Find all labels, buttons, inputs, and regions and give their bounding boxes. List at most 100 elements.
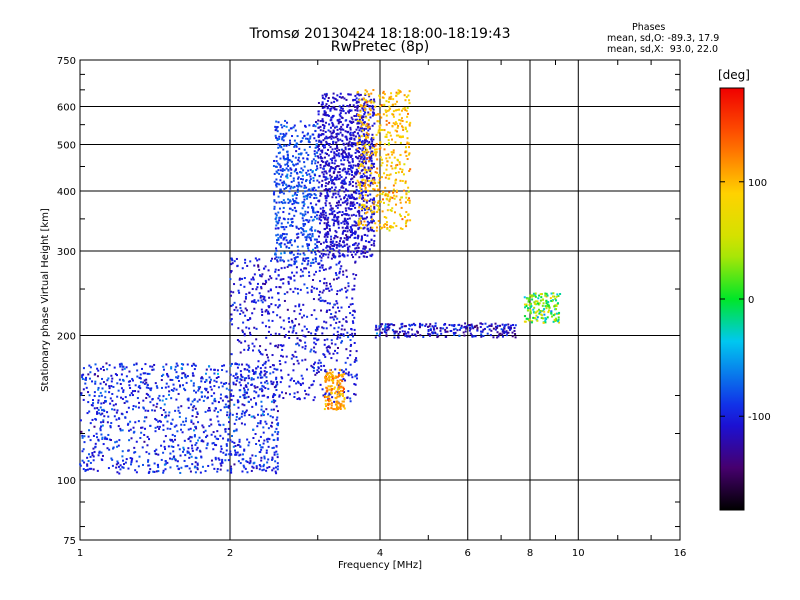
data-point: [331, 123, 334, 126]
data-point: [341, 134, 344, 137]
data-point: [362, 143, 365, 146]
data-point: [308, 173, 311, 176]
data-point: [324, 95, 327, 98]
data-point: [325, 94, 328, 97]
data-point: [350, 328, 353, 331]
data-point: [187, 406, 190, 409]
data-point: [318, 181, 321, 184]
data-point: [302, 224, 305, 227]
data-point: [257, 264, 260, 267]
data-point: [239, 351, 242, 354]
data-point: [374, 152, 377, 155]
data-point: [513, 329, 516, 332]
data-point: [330, 179, 333, 182]
data-point: [190, 379, 193, 382]
data-point: [450, 324, 453, 327]
data-point: [323, 396, 326, 399]
data-point: [261, 310, 264, 313]
data-point: [533, 311, 536, 314]
data-point: [239, 312, 242, 315]
data-point: [122, 466, 125, 469]
data-point: [136, 375, 139, 378]
data-point: [383, 172, 386, 175]
data-point: [329, 376, 332, 379]
data-point: [283, 228, 286, 231]
data-point: [317, 230, 320, 233]
data-point: [264, 299, 267, 302]
data-point: [160, 458, 163, 461]
data-point: [191, 463, 194, 466]
data-point: [479, 326, 482, 329]
data-point: [390, 209, 393, 212]
data-point: [341, 128, 344, 131]
data-point: [228, 453, 231, 456]
data-point: [291, 203, 294, 206]
data-point: [255, 327, 258, 330]
data-point: [347, 152, 350, 155]
data-point: [194, 364, 197, 367]
data-point: [546, 316, 549, 319]
data-point: [327, 224, 330, 227]
data-point: [318, 262, 321, 265]
data-point: [280, 225, 283, 228]
data-point: [100, 425, 103, 428]
data-point: [398, 90, 401, 93]
data-point: [395, 195, 398, 198]
data-point: [133, 430, 136, 433]
data-point: [391, 103, 394, 106]
data-point: [362, 184, 365, 187]
data-point: [216, 467, 219, 470]
data-point: [550, 311, 553, 314]
data-point: [376, 201, 379, 204]
data-point: [355, 128, 358, 131]
data-point: [116, 471, 119, 474]
data-point: [243, 414, 246, 417]
data-point: [211, 463, 214, 466]
data-point: [514, 324, 517, 327]
data-point: [480, 330, 483, 333]
data-point: [131, 457, 134, 460]
data-point: [347, 374, 350, 377]
data-point: [81, 459, 84, 462]
data-point: [350, 142, 353, 145]
data-point: [385, 135, 388, 138]
data-point: [293, 139, 296, 142]
data-point: [192, 374, 195, 377]
data-point: [333, 126, 336, 129]
data-point: [324, 392, 327, 395]
data-point: [324, 105, 327, 108]
data-point: [337, 226, 340, 229]
data-point: [367, 230, 370, 233]
data-point: [253, 461, 256, 464]
data-point: [355, 114, 358, 117]
data-point: [472, 335, 475, 338]
data-point: [295, 201, 298, 204]
data-point: [357, 125, 360, 128]
data-point: [273, 172, 276, 175]
data-point: [135, 440, 138, 443]
data-point: [399, 154, 402, 157]
data-point: [342, 128, 345, 131]
data-point: [175, 376, 178, 379]
data-point: [363, 151, 366, 154]
colorbar-unit: [deg]: [718, 68, 750, 82]
data-point: [137, 406, 140, 409]
data-point: [357, 121, 360, 124]
data-point: [303, 161, 306, 164]
data-point: [158, 394, 161, 397]
data-point: [544, 319, 547, 322]
data-point: [191, 400, 194, 403]
data-point: [319, 153, 322, 156]
data-point: [121, 378, 124, 381]
data-point: [312, 261, 315, 264]
data-point: [311, 206, 314, 209]
data-point: [395, 203, 398, 206]
data-point: [349, 155, 352, 158]
data-point: [173, 387, 176, 390]
data-point: [236, 339, 239, 342]
data-point: [353, 114, 356, 117]
data-point: [336, 388, 339, 391]
data-point: [356, 147, 359, 150]
data-point: [289, 174, 292, 177]
data-point: [237, 289, 240, 292]
